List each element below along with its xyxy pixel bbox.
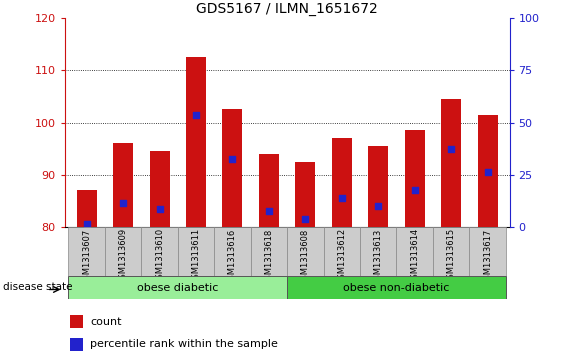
Bar	[477, 115, 498, 227]
Text: GSM1313615: GSM1313615	[446, 228, 455, 285]
Bar	[150, 151, 169, 227]
Bar	[178, 227, 214, 276]
Text: GSM1313616: GSM1313616	[228, 228, 237, 285]
Bar	[68, 227, 105, 276]
Point	[82, 221, 91, 227]
Bar	[470, 227, 506, 276]
Bar	[396, 227, 433, 276]
Text: percentile rank within the sample: percentile rank within the sample	[90, 339, 278, 350]
Text: GSM1313610: GSM1313610	[155, 228, 164, 285]
Point	[446, 146, 455, 151]
Point	[483, 169, 492, 175]
Bar	[251, 227, 287, 276]
Text: GSM1313613: GSM1313613	[374, 228, 383, 285]
Point	[228, 156, 237, 162]
Bar	[433, 227, 470, 276]
Bar	[332, 138, 352, 227]
Point	[374, 203, 383, 209]
Point	[337, 195, 346, 201]
Bar	[105, 227, 141, 276]
Point	[191, 112, 200, 118]
Point	[119, 200, 128, 206]
Text: GSM1313614: GSM1313614	[410, 228, 419, 285]
Text: GSM1313608: GSM1313608	[301, 228, 310, 285]
Text: count: count	[90, 317, 122, 327]
Point	[410, 187, 419, 193]
Point	[265, 208, 274, 214]
Bar	[287, 276, 506, 299]
Text: GSM1313609: GSM1313609	[119, 228, 128, 285]
Text: GSM1313618: GSM1313618	[265, 228, 274, 285]
Bar	[405, 130, 425, 227]
Bar	[77, 190, 97, 227]
Title: GDS5167 / ILMN_1651672: GDS5167 / ILMN_1651672	[196, 2, 378, 16]
Bar	[214, 227, 251, 276]
Text: disease state: disease state	[3, 282, 72, 293]
Text: GSM1313607: GSM1313607	[82, 228, 91, 285]
Bar	[113, 143, 133, 227]
Bar	[70, 338, 83, 351]
Bar	[360, 227, 396, 276]
Bar	[70, 315, 83, 329]
Text: obese non-diabetic: obese non-diabetic	[343, 283, 450, 293]
Point	[155, 206, 164, 212]
Bar	[259, 154, 279, 227]
Text: obese diabetic: obese diabetic	[137, 283, 218, 293]
Bar	[186, 57, 206, 227]
Bar	[368, 146, 388, 227]
Text: GSM1313617: GSM1313617	[483, 228, 492, 285]
Bar	[222, 110, 243, 227]
Text: GSM1313611: GSM1313611	[191, 228, 200, 285]
Bar	[68, 276, 287, 299]
Bar	[287, 227, 324, 276]
Text: GSM1313612: GSM1313612	[337, 228, 346, 285]
Bar	[141, 227, 178, 276]
Bar	[324, 227, 360, 276]
Bar	[441, 99, 461, 227]
Bar	[296, 162, 315, 227]
Point	[301, 216, 310, 222]
